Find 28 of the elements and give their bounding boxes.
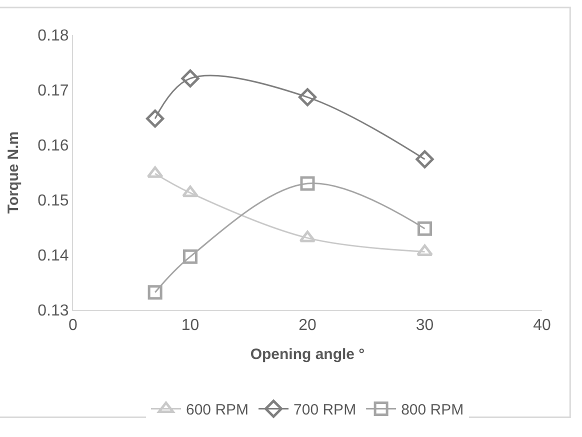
y-axis-title: Torque N.m [4, 131, 22, 214]
point [418, 221, 432, 236]
y-tick-label: 0.14 [38, 248, 69, 265]
y-tick-label: 0.17 [38, 82, 69, 100]
point [182, 186, 198, 198]
point [181, 69, 200, 88]
y-tick-label: 0.13 [38, 302, 69, 320]
point [298, 88, 317, 106]
point [416, 244, 433, 256]
y-tick-label: 0.16 [38, 138, 69, 155]
point [148, 285, 162, 300]
legend-label: 600 RPM [186, 402, 249, 419]
point [416, 150, 434, 168]
x-tick-label: 40 [533, 317, 551, 334]
x-tick-label: 0 [68, 317, 78, 334]
point [146, 110, 164, 128]
point [299, 230, 316, 242]
x-tick-label: 10 [181, 317, 200, 334]
legend-label: 800 RPM [401, 402, 464, 419]
y-tick-label: 0.15 [38, 192, 69, 210]
x-axis-title: Opening angle ° [250, 346, 365, 364]
x-tick-label: 20 [298, 317, 316, 334]
point [300, 176, 315, 191]
y-tick-label: 0.18 [38, 28, 69, 45]
point [146, 166, 164, 178]
point [183, 249, 198, 264]
x-tick-label: 30 [416, 317, 434, 334]
legend-label: 700 RPM [294, 402, 356, 419]
